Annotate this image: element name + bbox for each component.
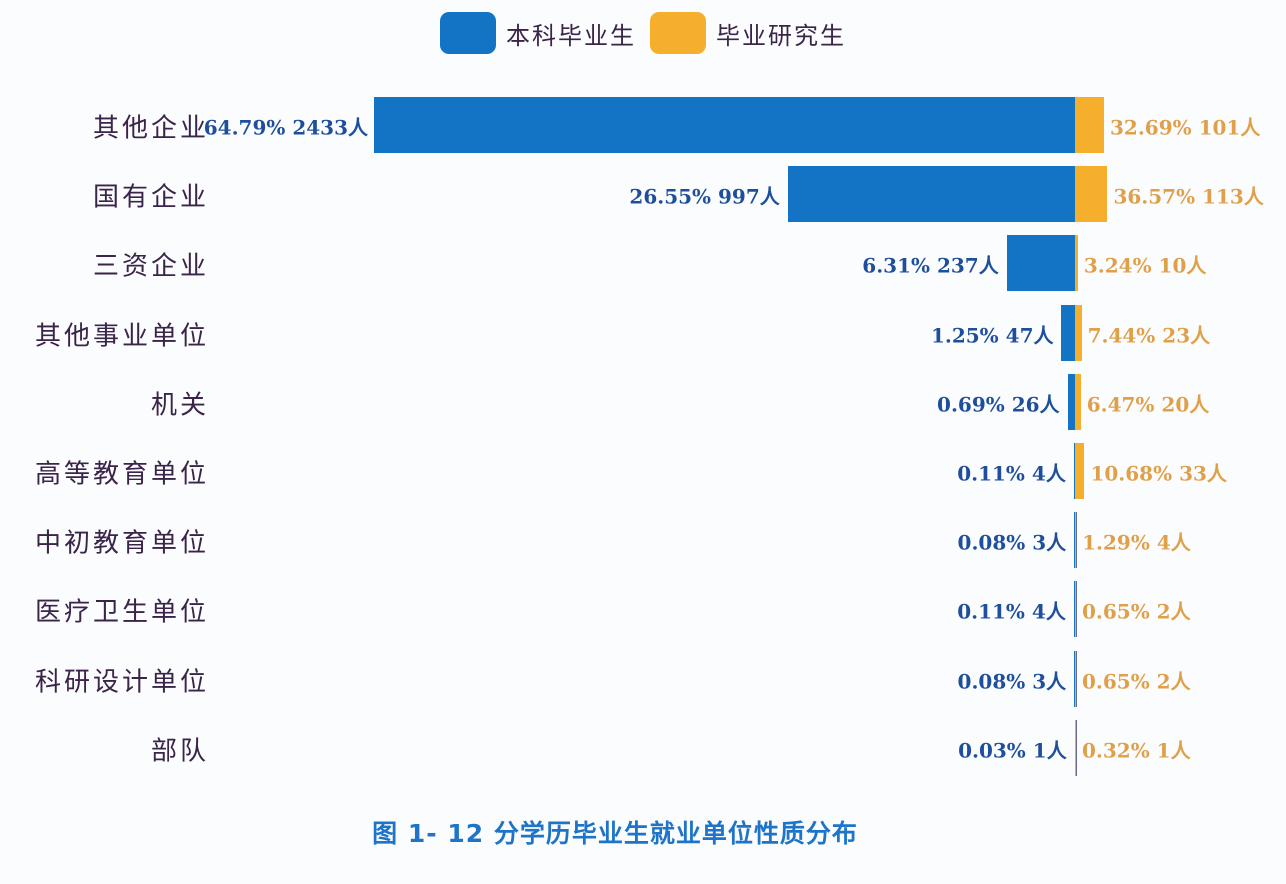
axis-line <box>1075 719 1077 776</box>
value-label-graduate: 32.69% 101人 <box>1110 115 1261 140</box>
chart-row: 机关 0.69% 26人 6.47% 20人 <box>0 373 1286 432</box>
chart-row: 部队 0.03% 1人 0.32% 1人 <box>0 719 1286 778</box>
bar-undergraduate <box>1067 373 1075 430</box>
chart-row: 科研设计单位 0.08% 3人 0.65% 2人 <box>0 650 1286 709</box>
bar-graduate <box>1075 373 1081 430</box>
value-label-graduate: 1.29% 4人 <box>1082 530 1191 555</box>
axis-line <box>1075 650 1077 707</box>
bar-graduate <box>1075 650 1076 707</box>
chart-row: 其他企业 64.79% 2433人 32.69% 101人 <box>0 97 1286 155</box>
category-label: 科研设计单位 <box>34 667 209 698</box>
value-label-graduate: 6.47% 20人 <box>1086 392 1210 417</box>
value-label-graduate: 10.68% 33人 <box>1090 461 1227 486</box>
value-label-undergraduate: 0.03% 1人 <box>958 738 1067 763</box>
category-label: 医疗卫生单位 <box>34 597 209 628</box>
value-label-graduate: 3.24% 10人 <box>1083 253 1207 278</box>
value-label-graduate: 0.65% 2人 <box>1082 669 1191 694</box>
category-label: 机关 <box>150 390 209 421</box>
chart-row: 其他事业单位 1.25% 47人 7.44% 23人 <box>0 304 1286 363</box>
category-label: 中初教育单位 <box>34 528 209 559</box>
chart-row: 三资企业 6.31% 237人 3.24% 10人 <box>0 235 1286 293</box>
bar-graduate <box>1075 304 1082 361</box>
bar-undergraduate <box>1073 581 1075 638</box>
bar-graduate <box>1075 581 1076 638</box>
value-label-graduate: 7.44% 23人 <box>1087 323 1211 348</box>
category-label: 三资企业 <box>92 251 209 282</box>
value-label-undergraduate: 64.79% 2433人 <box>203 115 368 140</box>
value-label-undergraduate: 0.08% 3人 <box>957 669 1067 694</box>
bar-undergraduate <box>374 97 1075 153</box>
bar-undergraduate <box>1073 443 1075 499</box>
chart-row: 中初教育单位 0.08% 3人 1.29% 4人 <box>0 512 1286 570</box>
bar-graduate <box>1075 235 1078 292</box>
category-label: 其他事业单位 <box>34 321 209 352</box>
category-label: 高等教育单位 <box>34 459 209 490</box>
chart-legend: 本科毕业生 毕业研究生 <box>440 10 860 56</box>
value-label-graduate: 36.57% 113人 <box>1113 184 1264 209</box>
value-label-undergraduate: 0.69% 26人 <box>937 392 1060 417</box>
bar-undergraduate <box>1074 650 1075 707</box>
bar-graduate <box>1075 443 1085 499</box>
axis-line <box>1075 581 1077 638</box>
legend-label-graduate: 毕业研究生 <box>716 21 846 50</box>
bar-undergraduate <box>1061 304 1075 361</box>
legend-item-undergraduate: 本科毕业生 <box>440 12 636 54</box>
value-label-graduate: 0.65% 2人 <box>1082 599 1191 624</box>
value-label-undergraduate: 0.08% 3人 <box>957 530 1067 555</box>
bar-undergraduate <box>1006 235 1075 292</box>
category-label: 其他企业 <box>92 113 209 144</box>
value-label-undergraduate: 1.25% 47人 <box>930 323 1054 348</box>
bar-undergraduate <box>787 166 1075 223</box>
chart-row: 医疗卫生单位 0.11% 4人 0.65% 2人 <box>0 581 1286 639</box>
bar-graduate <box>1075 166 1108 223</box>
bar-graduate <box>1075 512 1077 569</box>
category-label: 国有企业 <box>92 182 209 213</box>
legend-item-graduate: 毕业研究生 <box>650 12 846 54</box>
value-label-graduate: 0.32% 1人 <box>1082 738 1191 763</box>
bar-graduate <box>1075 97 1104 153</box>
value-label-undergraduate: 26.55% 997人 <box>629 184 780 209</box>
value-label-undergraduate: 6.31% 237人 <box>862 253 999 278</box>
legend-swatch-graduate <box>650 12 706 54</box>
bar-chart: 其他企业 64.79% 2433人 32.69% 101人国有企业 26.55% 99… <box>0 97 1286 778</box>
chart-row: 高等教育单位 0.11% 4人 10.68% 33人 <box>0 443 1286 501</box>
chart-caption: 图 1- 12 分学历毕业生就业单位性质分布 <box>372 819 858 848</box>
value-label-undergraduate: 0.11% 4人 <box>957 461 1066 486</box>
bar-undergraduate <box>1074 512 1075 569</box>
chart-row: 国有企业 26.55% 997人 36.57% 113人 <box>0 166 1286 224</box>
legend-swatch-undergraduate <box>440 12 496 54</box>
category-label: 部队 <box>150 736 209 767</box>
legend-label-undergraduate: 本科毕业生 <box>506 21 636 50</box>
value-label-undergraduate: 0.11% 4人 <box>957 599 1066 624</box>
